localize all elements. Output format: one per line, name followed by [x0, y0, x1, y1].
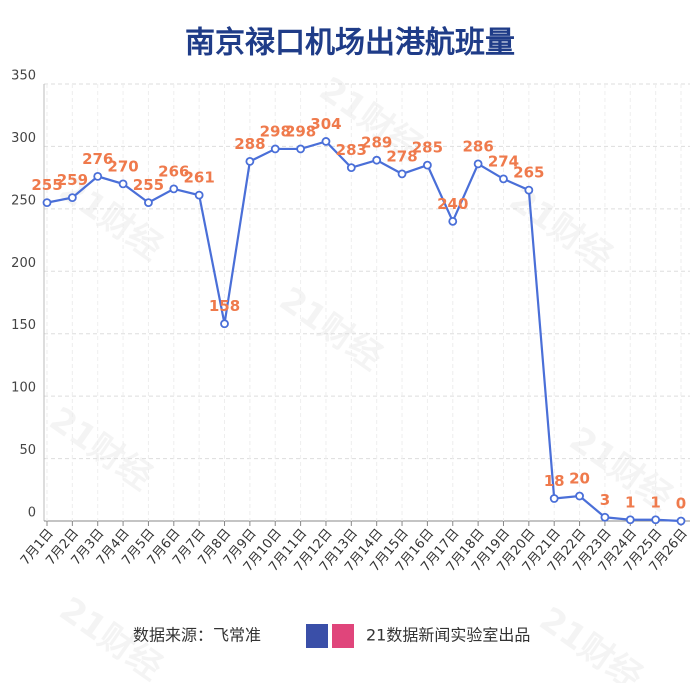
data-label: 288: [234, 135, 265, 153]
data-label: 255: [133, 176, 164, 194]
data-label: 278: [386, 147, 417, 165]
point: [397, 169, 407, 179]
watermark: 21财经: [272, 279, 389, 378]
logo-block: [306, 624, 328, 648]
y-tick-label: 0: [28, 506, 36, 521]
point: [220, 319, 229, 329]
data-label: 3: [600, 491, 610, 509]
y-tick-label: 150: [11, 318, 36, 333]
data-label: 270: [107, 157, 138, 175]
point: [372, 155, 382, 165]
data-label: 20: [569, 470, 590, 488]
point: [549, 494, 559, 503]
source: 数据来源：飞常准: [133, 626, 261, 645]
data-label: 289: [361, 134, 392, 152]
watermark: 21财经: [42, 399, 159, 498]
y-tick-label: 300: [11, 131, 36, 146]
data-label: 259: [57, 171, 88, 189]
data-label: 18: [544, 472, 565, 490]
point: [194, 190, 204, 200]
point: [144, 198, 153, 208]
point: [600, 512, 610, 522]
y-tick-label: 250: [11, 193, 36, 208]
point: [169, 184, 179, 194]
logo: [306, 624, 354, 648]
data-label: 158: [209, 297, 240, 315]
data-label: 276: [82, 150, 113, 168]
point: [524, 185, 534, 195]
data-label: 298: [285, 122, 316, 140]
point: [321, 137, 331, 146]
y-tick-label: 100: [11, 381, 36, 396]
data-label: 0: [676, 495, 686, 513]
point: [270, 144, 280, 154]
point: [499, 174, 508, 184]
data-label: 283: [336, 141, 367, 159]
data-label: 266: [158, 162, 189, 180]
point: [422, 160, 432, 170]
data-label: 286: [462, 137, 493, 155]
data-label: 304: [310, 115, 341, 133]
point: [625, 515, 635, 525]
point: [67, 193, 77, 203]
data-label: 1: [650, 493, 660, 511]
point: [448, 216, 458, 226]
data-label: 240: [437, 195, 468, 213]
data-label: 255: [31, 176, 62, 194]
logo-block: [332, 624, 354, 648]
watermark: 21财经: [502, 179, 619, 278]
watermark: 21财经: [532, 599, 649, 683]
chart-title: 南京禄口机场出港航班量: [185, 26, 515, 61]
data-label: 285: [412, 139, 443, 157]
data-label: 1: [625, 493, 635, 511]
data-label: 261: [184, 169, 215, 187]
point: [651, 515, 661, 525]
point: [118, 179, 128, 189]
data-label: 274: [488, 152, 519, 170]
data-label: 298: [260, 122, 291, 140]
point: [93, 171, 103, 181]
point: [473, 159, 483, 169]
point: [575, 491, 584, 501]
point: [346, 163, 356, 173]
point: [42, 198, 52, 208]
y-tick-label: 50: [19, 443, 36, 458]
credit: 21数据新闻实验室出品: [366, 626, 530, 645]
point: [245, 157, 255, 166]
data-label: 265: [513, 164, 544, 182]
y-tick-label: 350: [11, 69, 36, 84]
point: [296, 144, 306, 154]
y-tick-label: 200: [11, 256, 36, 271]
point: [676, 516, 686, 526]
